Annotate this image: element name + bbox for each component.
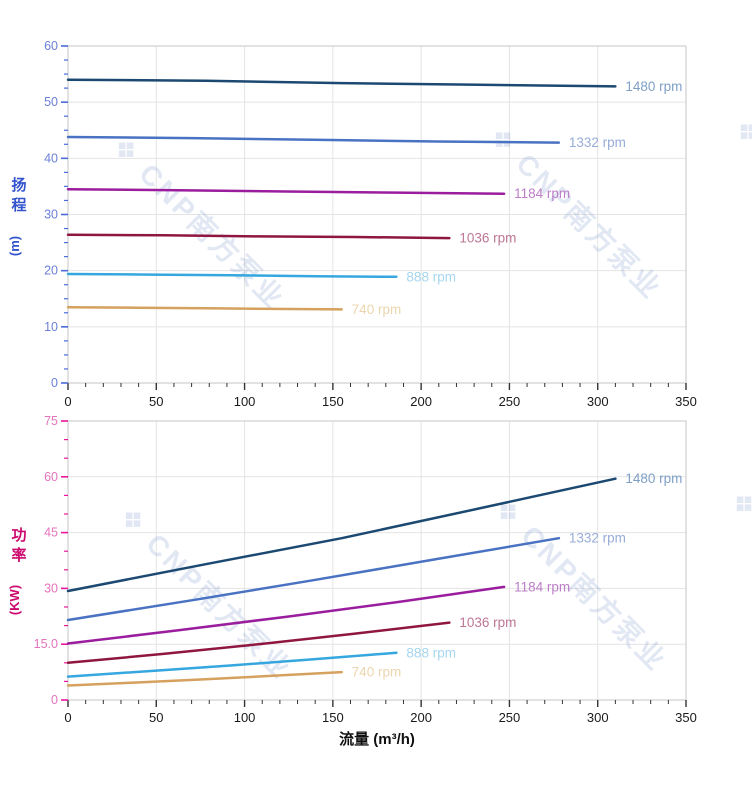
series-label-1480-rpm: 1480 rpm — [625, 471, 682, 486]
series-label-1332-rpm: 1332 rpm — [569, 135, 626, 150]
x-tick-label: 300 — [587, 394, 609, 409]
watermark-text: ❖ CNP南方泵业 — [106, 130, 292, 316]
y-tick-label: 15.0 — [34, 637, 58, 651]
series-label-1036-rpm: 1036 rpm — [459, 231, 516, 246]
y-axis-title-unit: (KW) — [7, 585, 22, 615]
x-tick-label: 200 — [410, 710, 432, 725]
x-tick-label: 50 — [149, 394, 163, 409]
series-line-1184-rpm — [66, 585, 506, 645]
series-line-1332-rpm — [66, 135, 561, 144]
y-tick-label: 30 — [44, 581, 58, 595]
series-label-1184-rpm: 1184 rpm — [514, 579, 570, 594]
series-layer-0: 1480 rpm 1332 rpm 1184 rpm 1036 rpm 888 rpm 7… — [66, 78, 682, 317]
y-tick-label: 10 — [44, 320, 58, 334]
series-label-1480-rpm: 1480 rpm — [625, 79, 682, 94]
y-tick-label: 60 — [44, 39, 58, 53]
y-tick-label: 60 — [44, 470, 58, 484]
x-tick-label: 150 — [322, 394, 344, 409]
y-tick-label: 40 — [44, 151, 58, 165]
y-axis-title-char: 率 — [11, 546, 26, 564]
series-label-740-rpm: 740 rpm — [352, 302, 402, 317]
y-tick-label: 45 — [44, 526, 58, 540]
y-axis-title-unit: (m) — [7, 236, 22, 256]
series-line-1036-rpm — [66, 621, 451, 665]
x-tick-label: 250 — [499, 710, 521, 725]
x-tick-label: 350 — [675, 394, 697, 409]
x-axis-title: 流量 (m³/h) — [339, 730, 415, 748]
chart-panel-0: 0 50 100 150 200 250 300 350 0 10 20 30 40 50 60 扬程 (m) — [7, 39, 697, 409]
x-tick-label: 100 — [234, 710, 256, 725]
watermark-text: ❖ CNP南方泵业 — [728, 112, 752, 298]
series-line-1332-rpm — [66, 536, 561, 622]
y-axis-title-char: 扬 — [11, 176, 26, 194]
chart-panel-1: 0 50 100 150 200 250 300 350 0 15.0 30 45 60 75 功率 (KW)… — [7, 414, 697, 748]
x-tick-label: 50 — [149, 710, 163, 725]
series-label-740-rpm: 740 rpm — [352, 665, 402, 680]
x-tick-label: 350 — [675, 710, 697, 725]
watermark-text: ❖ CNP南方泵业 — [113, 500, 299, 686]
series-label-1036-rpm: 1036 rpm — [459, 615, 516, 630]
series-line-888-rpm — [66, 651, 398, 678]
series-label-1184-rpm: 1184 rpm — [514, 186, 570, 201]
x-tick-label: 300 — [587, 710, 609, 725]
x-tick-label: 0 — [64, 394, 71, 409]
y-tick-label: 50 — [44, 95, 58, 109]
series-line-740-rpm — [66, 305, 343, 311]
y-tick-label: 30 — [44, 208, 58, 222]
y-tick-label: 20 — [44, 264, 58, 278]
series-label-888-rpm: 888 rpm — [406, 645, 456, 660]
y-axis-title-char: 程 — [11, 197, 26, 214]
x-tick-label: 100 — [234, 394, 256, 409]
series-line-888-rpm — [66, 272, 398, 279]
series-line-740-rpm — [66, 670, 343, 687]
series-label-1332-rpm: 1332 rpm — [569, 531, 626, 546]
x-tick-label: 0 — [64, 710, 71, 725]
series-line-1184-rpm — [66, 187, 506, 195]
series-line-1480-rpm — [66, 78, 617, 88]
y-axis-title-char: 功 — [11, 527, 26, 544]
y-tick-label: 0 — [51, 376, 58, 390]
x-tick-label: 250 — [499, 394, 521, 409]
series-line-1036-rpm — [66, 233, 451, 240]
y-tick-label: 75 — [44, 414, 58, 428]
x-tick-label: 200 — [410, 394, 432, 409]
series-label-888-rpm: 888 rpm — [406, 269, 456, 284]
y-tick-label: 0 — [51, 693, 58, 707]
series-line-1480-rpm — [66, 477, 617, 593]
x-tick-label: 150 — [322, 710, 344, 725]
watermark-text: ❖ CNP南方泵业 — [724, 484, 752, 670]
plot-frame — [67, 420, 687, 701]
